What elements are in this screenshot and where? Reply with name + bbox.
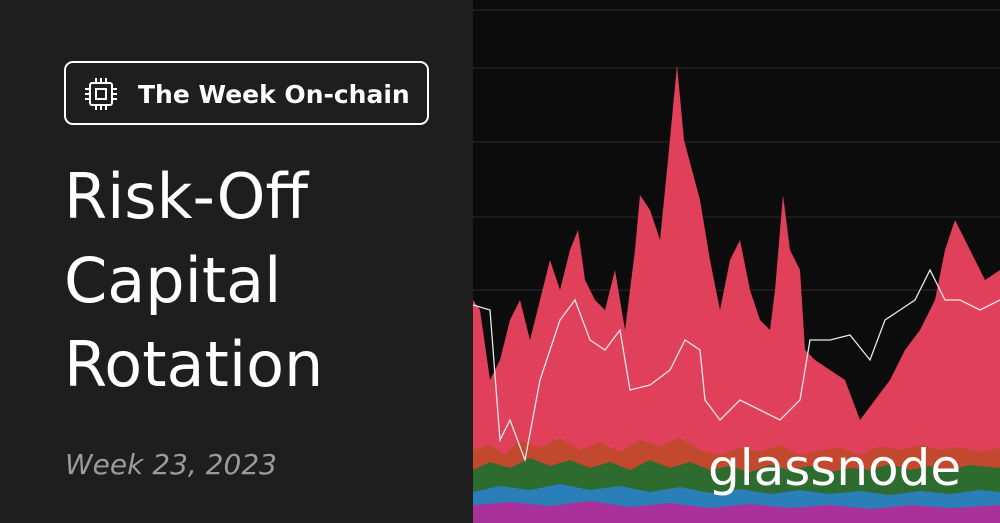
chip-icon	[85, 78, 117, 110]
left-panel	[0, 0, 473, 523]
title-line: Risk-Off	[64, 160, 309, 233]
area-purple	[473, 501, 1000, 523]
title-line: Capital	[64, 244, 281, 317]
brand: glassnode	[708, 439, 961, 497]
badge-text: The Week On-chain	[138, 80, 410, 109]
area-red	[473, 65, 1000, 523]
badge	[64, 61, 429, 125]
subtitle: Week 23, 2023	[65, 448, 277, 481]
price-line	[472, 268, 1000, 463]
title-line: Rotation	[64, 328, 323, 401]
